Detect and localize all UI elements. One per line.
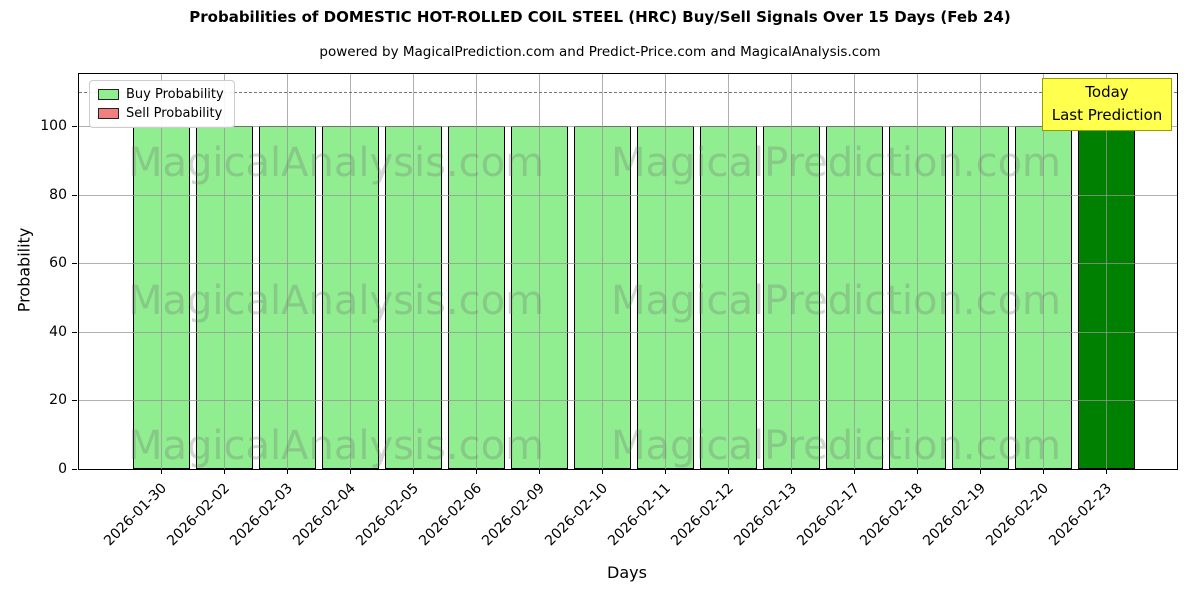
- legend-swatch-icon: [98, 108, 119, 119]
- x-tick-label: 2026-01-30: [100, 480, 170, 550]
- x-tick-label: 2026-02-02: [163, 480, 233, 550]
- x-tick-label: 2026-02-19: [919, 480, 989, 550]
- x-tick-label: 2026-02-20: [982, 480, 1052, 550]
- legend-swatch-icon: [98, 89, 119, 100]
- x-tick-label: 2026-02-18: [856, 480, 926, 550]
- x-tick-mark: [287, 469, 288, 474]
- h-gridline: [79, 263, 1177, 265]
- x-tick-label: 2026-02-06: [415, 480, 485, 550]
- legend: Buy Probability Sell Probability: [89, 80, 235, 128]
- v-gridline: [350, 74, 351, 469]
- threshold-dashed-line: [79, 91, 1177, 93]
- x-tick-mark: [539, 469, 540, 474]
- chart-title: Probabilities of DOMESTIC HOT-ROLLED COI…: [189, 8, 1011, 26]
- y-tick-mark: [72, 126, 77, 128]
- h-gridline: [79, 400, 1177, 402]
- x-tick-mark: [1106, 469, 1107, 474]
- y-tick-mark: [72, 263, 77, 265]
- chart-subtitle: powered by MagicalPrediction.com and Pre…: [319, 44, 881, 60]
- x-tick-mark: [224, 469, 225, 474]
- annotation-line-1: Today: [1085, 83, 1129, 101]
- legend-item: Sell Probability: [98, 107, 224, 120]
- y-tick-label: 0: [58, 461, 67, 477]
- plot-area: Buy Probability Sell Probability Today La…: [40, 73, 1178, 549]
- x-tick-mark: [350, 469, 351, 474]
- h-gridline: [79, 126, 1177, 128]
- x-tick-label: 2026-02-13: [730, 480, 800, 550]
- x-tick-mark: [980, 469, 981, 474]
- x-tick-mark: [413, 469, 414, 474]
- legend-item: Buy Probability: [98, 88, 224, 101]
- legend-label: Buy Probability: [126, 87, 224, 102]
- y-tick-label: 80: [49, 186, 67, 203]
- v-gridline: [1043, 74, 1044, 469]
- x-tick-mark: [917, 469, 918, 474]
- x-tick-mark: [728, 469, 729, 474]
- x-tick-label: 2026-02-11: [604, 480, 674, 550]
- v-gridline: [791, 74, 792, 469]
- x-axis-label: Days: [607, 563, 647, 582]
- x-tick-label: 2026-02-09: [478, 480, 548, 550]
- v-gridline: [917, 74, 918, 469]
- x-tick-mark: [602, 469, 603, 474]
- v-gridline: [728, 74, 729, 469]
- v-gridline: [602, 74, 603, 469]
- y-tick-label: 20: [49, 392, 67, 409]
- v-gridline: [854, 74, 855, 469]
- x-tick-label: 2026-02-17: [793, 480, 863, 550]
- v-gridline: [539, 74, 540, 469]
- x-tick-mark: [854, 469, 855, 474]
- v-gridline: [1106, 74, 1107, 469]
- y-tick-mark: [72, 194, 77, 196]
- y-tick-label: 40: [49, 323, 67, 340]
- x-tick-mark: [665, 469, 666, 474]
- y-tick-mark: [72, 400, 77, 402]
- v-gridline: [665, 74, 666, 469]
- x-tick-label: 2026-02-04: [289, 480, 359, 550]
- y-tick-label: 100: [40, 118, 67, 135]
- v-gridline: [476, 74, 477, 469]
- x-tick-label: 2026-02-23: [1045, 480, 1115, 550]
- x-tick-mark: [791, 469, 792, 474]
- x-tick-label: 2026-02-03: [226, 480, 296, 550]
- x-tick-label: 2026-02-12: [667, 480, 737, 550]
- today-annotation: Today Last Prediction: [1042, 78, 1172, 131]
- y-tick-mark: [72, 331, 77, 333]
- v-gridline: [224, 74, 225, 469]
- x-tick-label: 2026-02-05: [352, 480, 422, 550]
- annotation-line-2: Last Prediction: [1051, 106, 1163, 125]
- y-tick-label: 60: [49, 255, 67, 272]
- v-gridline: [413, 74, 414, 469]
- y-tick-mark: [72, 469, 77, 470]
- v-gridline: [980, 74, 981, 469]
- h-gridline: [79, 194, 1177, 196]
- legend-label: Sell Probability: [126, 106, 223, 121]
- h-gridline: [79, 331, 1177, 333]
- v-gridline: [287, 74, 288, 469]
- v-gridline: [161, 74, 162, 469]
- x-tick-mark: [1043, 469, 1044, 474]
- x-tick-mark: [476, 469, 477, 474]
- x-tick-mark: [161, 469, 162, 474]
- x-tick-label: 2026-02-10: [541, 480, 611, 550]
